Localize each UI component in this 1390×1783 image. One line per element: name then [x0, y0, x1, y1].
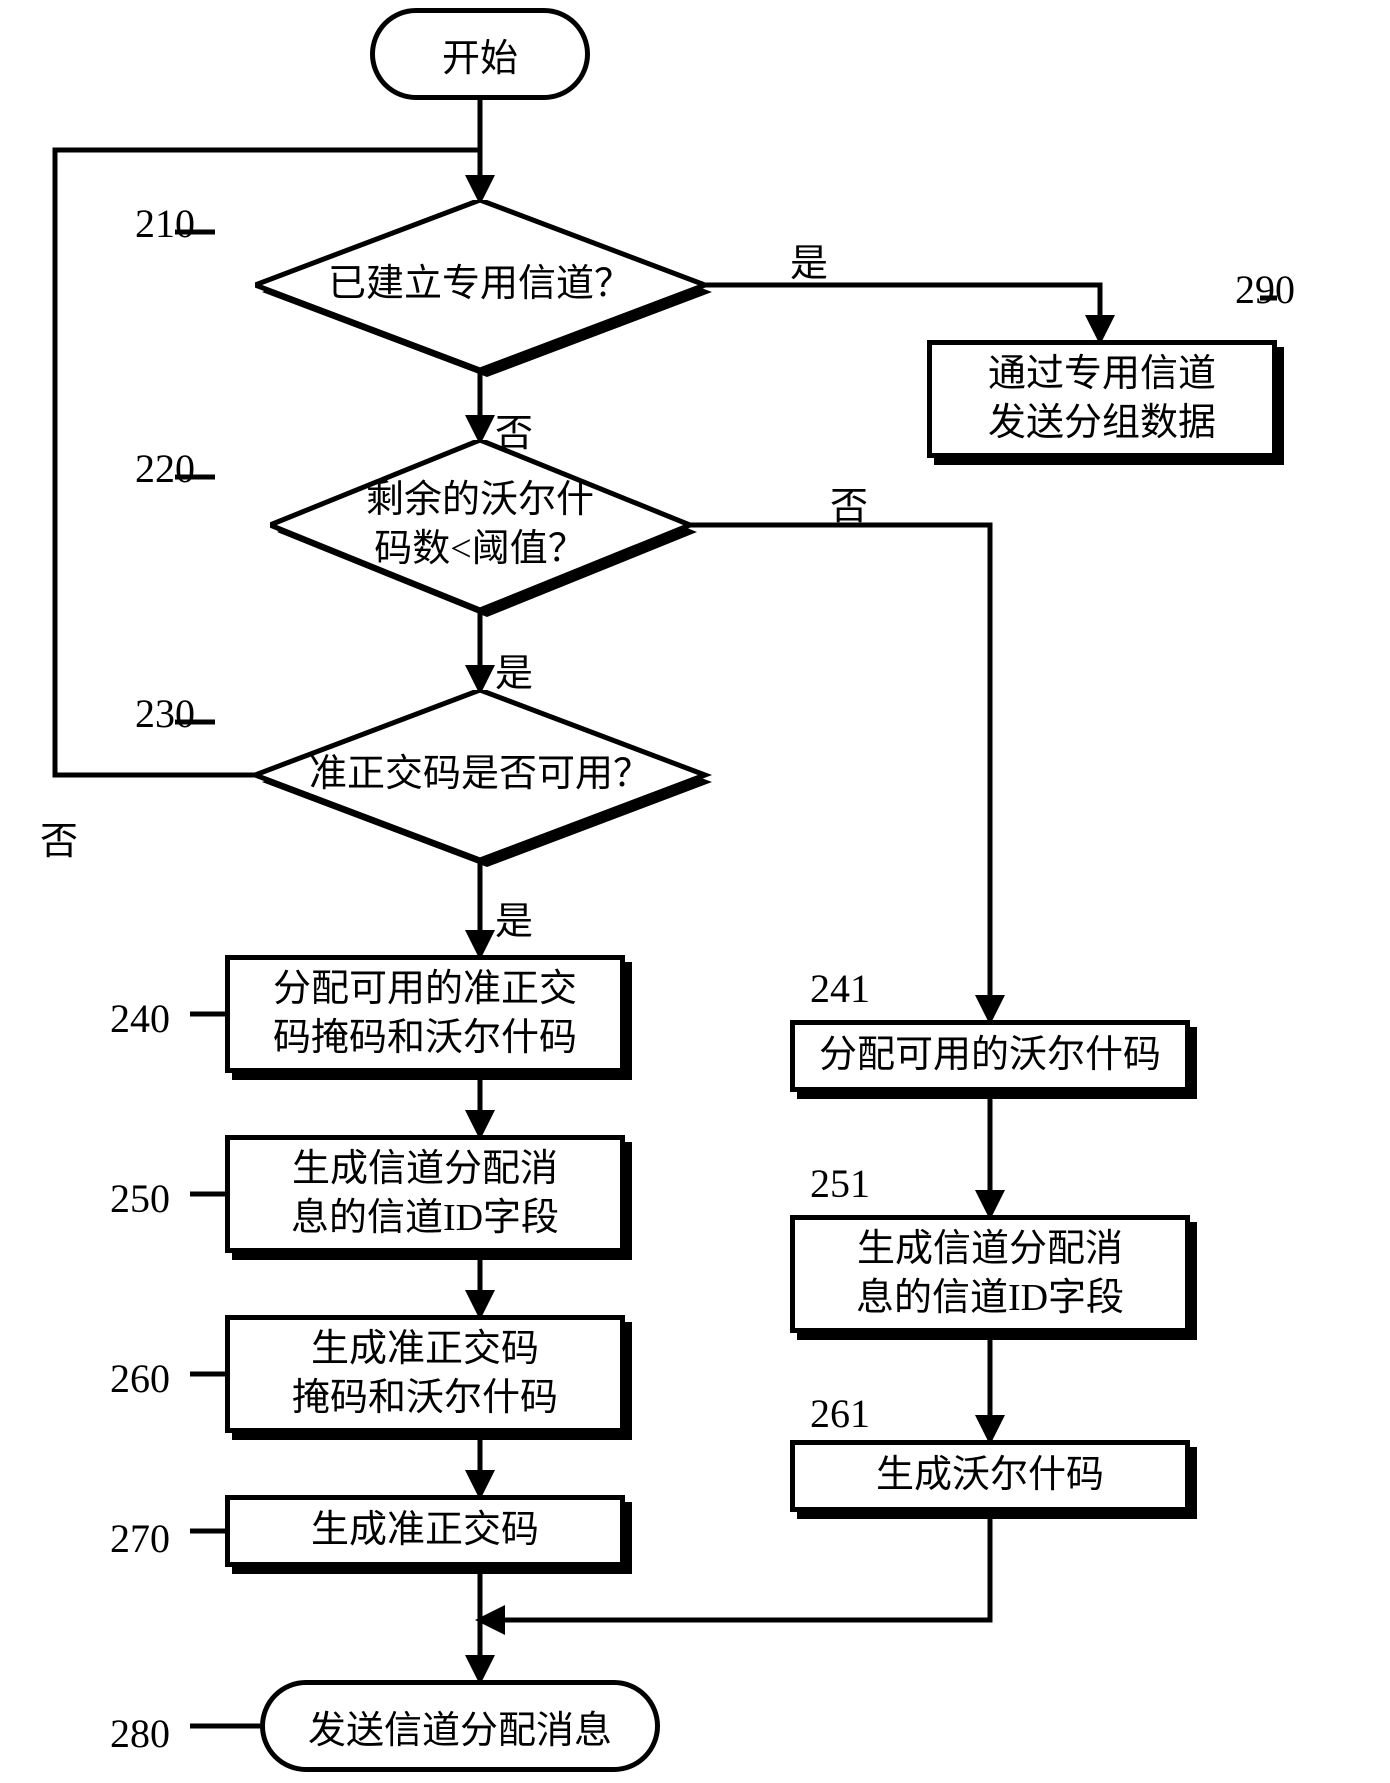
node-text: 已建立专用信道？: [328, 260, 632, 309]
node-text: 生成准正交码: [311, 1506, 539, 1555]
node-text: 生成准正交码 掩码和沃尔什码: [292, 1325, 558, 1424]
edge-label-no210: 否: [495, 402, 533, 457]
node-text: 发送信道分配消息: [308, 1699, 612, 1754]
flowchart-process-p270: 生成准正交码: [225, 1495, 625, 1567]
flowchart-process-p261: 生成沃尔什码: [790, 1440, 1190, 1512]
flowchart-process-p290: 通过专用信道 发送分组数据: [927, 340, 1277, 458]
flowchart-process-p260: 生成准正交码 掩码和沃尔什码: [225, 1315, 625, 1433]
node-text: 生成信道分配消 息的信道ID字段: [291, 1145, 559, 1244]
ref-label-l270: 270: [110, 1515, 170, 1562]
flowchart-terminal-start: 开始: [370, 8, 590, 100]
edge-label-yes220: 是: [495, 642, 533, 697]
node-text: 分配可用的准正交 码掩码和沃尔什码: [273, 965, 577, 1064]
ref-label-l290: 290: [1235, 266, 1295, 313]
flowchart-decision-d230: 准正交码是否可用？: [255, 690, 705, 860]
flowchart-process-p241: 分配可用的沃尔什码: [790, 1020, 1190, 1092]
edge-label-yes230: 是: [495, 890, 533, 945]
flowchart-terminal-end: 发送信道分配消息: [260, 1680, 660, 1772]
ref-label-l241: 241: [810, 965, 870, 1012]
node-text: 剩余的沃尔什 码数<阈值？: [366, 476, 594, 575]
ref-label-l220: 220: [135, 445, 195, 492]
ref-label-l250: 250: [110, 1175, 170, 1222]
ref-label-l280: 280: [110, 1710, 170, 1757]
ref-label-l210: 210: [135, 200, 195, 247]
edge-label-yes210: 是: [790, 232, 828, 287]
ref-label-l240: 240: [110, 995, 170, 1042]
node-text: 分配可用的沃尔什码: [819, 1031, 1161, 1080]
node-text: 通过专用信道 发送分组数据: [988, 350, 1216, 449]
ref-label-l261: 261: [810, 1390, 870, 1437]
node-text: 生成信道分配消 息的信道ID字段: [856, 1225, 1124, 1324]
edge-label-no220: 否: [830, 475, 868, 530]
node-text: 生成沃尔什码: [876, 1451, 1104, 1500]
flowchart-process-p240: 分配可用的准正交 码掩码和沃尔什码: [225, 955, 625, 1073]
flowchart-decision-d220: 剩余的沃尔什 码数<阈值？: [270, 440, 690, 610]
flowchart-process-p251: 生成信道分配消 息的信道ID字段: [790, 1215, 1190, 1333]
flowchart-decision-d210: 已建立专用信道？: [255, 200, 705, 370]
ref-label-l260: 260: [110, 1355, 170, 1402]
ref-label-l230: 230: [135, 690, 195, 737]
edge-label-no230: 否: [40, 810, 78, 865]
node-text: 开始: [442, 27, 518, 82]
ref-label-l251: 251: [810, 1160, 870, 1207]
node-text: 准正交码是否可用？: [309, 750, 651, 799]
flowchart-process-p250: 生成信道分配消 息的信道ID字段: [225, 1135, 625, 1253]
